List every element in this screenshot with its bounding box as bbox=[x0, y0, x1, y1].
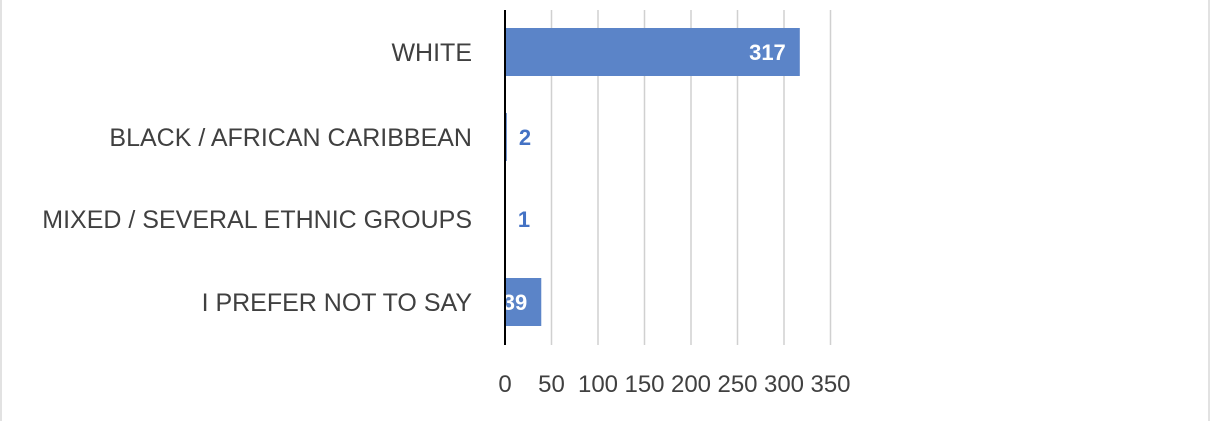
data-label: 1 bbox=[518, 207, 530, 232]
category-label: MIXED / SEVERAL ETHNIC GROUPS bbox=[42, 206, 472, 234]
tick-labels: 0 50 100 150 200 250 300 350 bbox=[498, 371, 850, 398]
data-label: 39 bbox=[503, 290, 527, 315]
bar bbox=[505, 28, 800, 76]
category-labels: WHITE BLACK / AFRICAN CARIBBEAN MIXED / SE… bbox=[42, 39, 472, 317]
x-tick-label: 0 bbox=[498, 371, 511, 398]
category-label: I PREFER NOT TO SAY bbox=[202, 289, 473, 317]
x-tick-label: 150 bbox=[624, 371, 664, 398]
bars: 317 2 1 39 bbox=[503, 28, 800, 326]
category-label: WHITE bbox=[391, 39, 472, 67]
x-tick-label: 350 bbox=[810, 371, 850, 398]
data-label: 2 bbox=[519, 125, 531, 150]
data-label: 317 bbox=[749, 40, 786, 65]
x-tick-label: 300 bbox=[764, 371, 804, 398]
x-tick-label: 100 bbox=[578, 371, 618, 398]
x-tick-label: 50 bbox=[538, 371, 565, 398]
x-tick-label: 200 bbox=[671, 371, 711, 398]
bar bbox=[505, 278, 542, 326]
category-label: BLACK / AFRICAN CARIBBEAN bbox=[109, 124, 472, 152]
x-tick-label: 250 bbox=[717, 371, 757, 398]
